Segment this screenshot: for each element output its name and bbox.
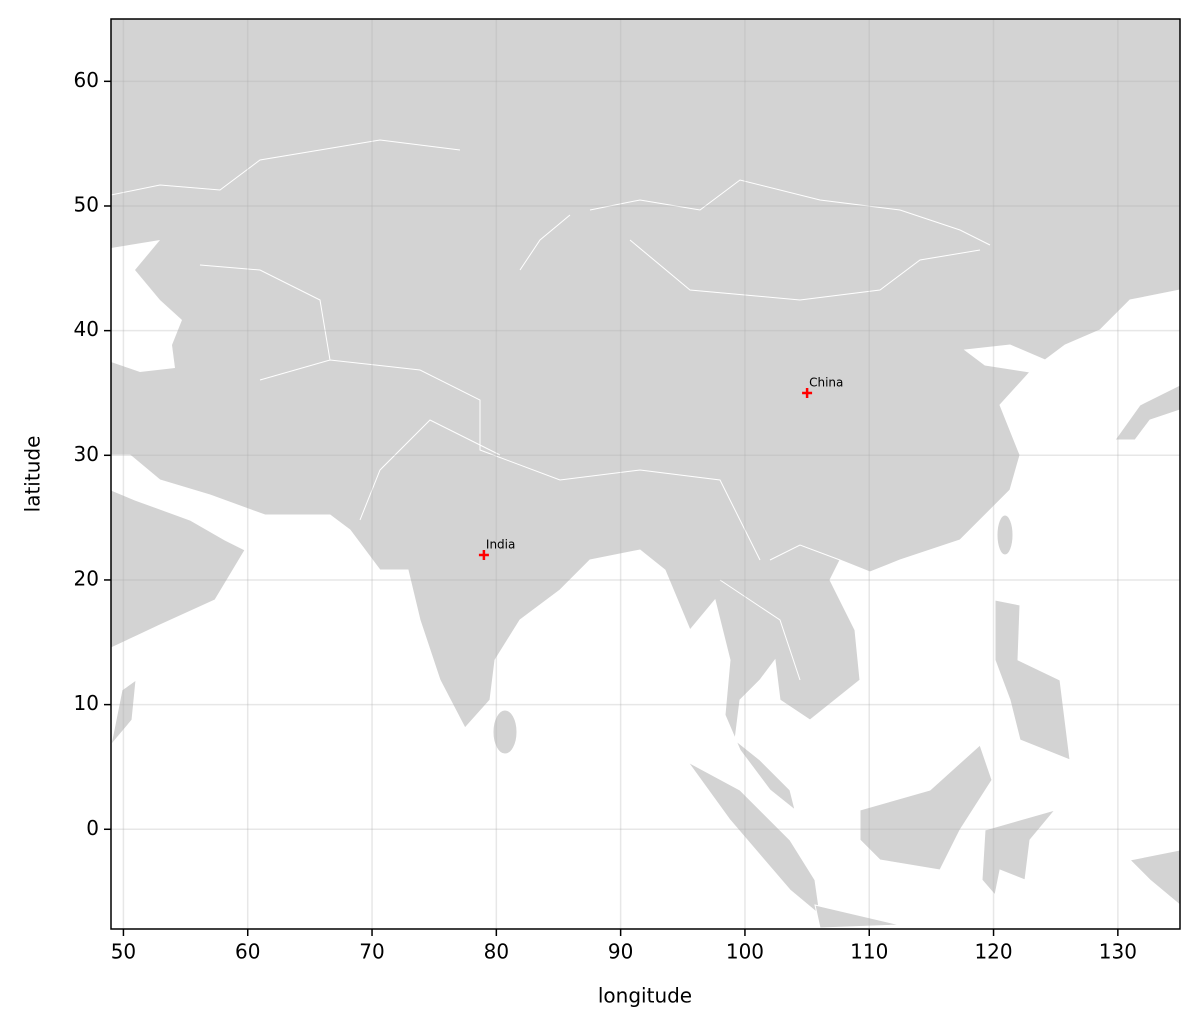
land [687,761,821,917]
x-tick-label: 70 [359,940,384,964]
land [994,599,1071,761]
basemap [110,18,1181,929]
land [1128,849,1181,907]
y-tick-label: 60 [74,68,99,92]
land [1114,384,1181,441]
y-tick-label: 0 [86,816,99,840]
x-tick-label: 60 [235,940,260,964]
land [110,489,246,649]
y-tick-label: 20 [74,566,99,590]
point-label: India [486,538,515,552]
land [996,514,1014,556]
x-tick-label: 130 [1099,940,1137,964]
caspian-sea [111,240,182,372]
x-axis-label: longitude [598,984,692,1008]
marker [802,387,813,398]
land [981,809,1057,897]
land [110,678,137,746]
y-tick-label: 10 [74,691,99,715]
y-tick-label: 50 [74,192,99,216]
land [859,744,993,871]
land [492,709,518,755]
marker [478,550,489,561]
land [814,904,901,929]
land [110,18,1181,812]
x-tick-label: 120 [974,940,1012,964]
point-label: China [809,375,843,389]
y-tick-label: 40 [74,317,99,341]
x-tick-label: 110 [850,940,888,964]
x-tick-label: 90 [608,940,633,964]
borders [110,139,991,681]
x-tick-label: 100 [726,940,764,964]
grid [111,19,1180,929]
x-tick-label: 50 [111,940,136,964]
plot-frame [110,18,1181,930]
x-tick-label: 80 [484,940,509,964]
y-axis-label: latitude [21,436,45,513]
y-tick-label: 30 [74,442,99,466]
